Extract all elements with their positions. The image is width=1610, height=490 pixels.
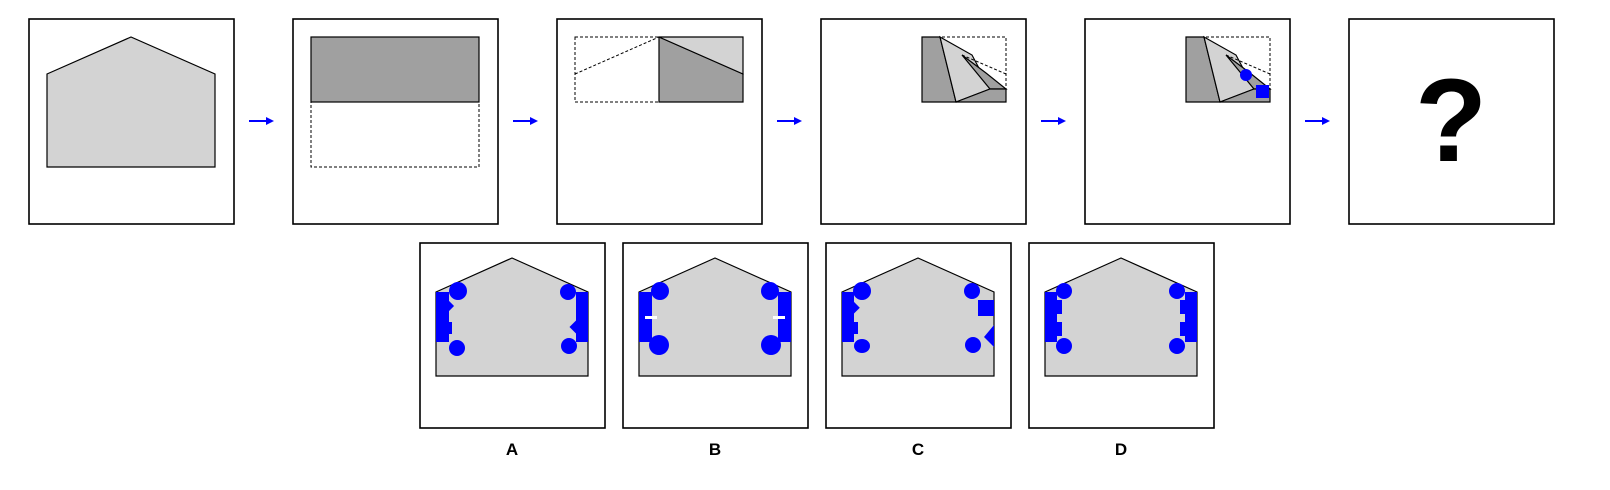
hole	[439, 298, 455, 314]
house-paper	[46, 36, 216, 168]
fold-outline	[310, 101, 480, 168]
option-label: A	[506, 440, 518, 459]
hole	[842, 292, 854, 342]
hole	[651, 282, 669, 300]
punch-hole-circle	[1240, 69, 1252, 81]
arrow-5	[1305, 117, 1330, 125]
hole	[440, 322, 452, 334]
option-label: C	[912, 440, 924, 459]
option-b[interactable]: B	[622, 242, 809, 459]
hole	[978, 300, 994, 316]
hole	[761, 335, 781, 355]
hole	[853, 282, 871, 300]
hole	[561, 338, 577, 354]
hole	[1056, 338, 1072, 354]
hole	[1048, 300, 1062, 314]
hole	[984, 325, 994, 347]
step-1-panel	[28, 18, 235, 225]
hole	[1056, 283, 1072, 299]
punch-hole-square	[1256, 85, 1269, 98]
hole	[964, 283, 980, 299]
hole	[1180, 300, 1194, 314]
hole	[761, 282, 779, 300]
hole	[1169, 283, 1185, 299]
arrow-4	[1041, 117, 1066, 125]
folded-half	[310, 36, 480, 103]
hole	[449, 282, 467, 300]
arrow-3	[777, 117, 802, 125]
hole	[649, 335, 669, 355]
gap	[773, 316, 785, 319]
step-5-panel	[1084, 18, 1291, 225]
hole	[1048, 322, 1062, 336]
hole	[1180, 322, 1194, 336]
step-3-panel	[556, 18, 763, 225]
hole	[844, 299, 860, 316]
step-4-panel	[820, 18, 1027, 225]
arrow-1	[249, 117, 274, 125]
hole	[854, 339, 870, 353]
option-label: B	[709, 440, 721, 459]
step-2-panel	[292, 18, 499, 225]
answer-panel: ?	[1348, 18, 1555, 225]
gap	[645, 316, 657, 319]
hole	[846, 322, 858, 334]
option-c[interactable]: C	[825, 242, 1012, 459]
question-mark: ?	[1415, 55, 1487, 187]
option-d[interactable]: D	[1028, 242, 1215, 459]
hole	[965, 337, 981, 353]
hole	[569, 318, 587, 336]
right-light	[658, 36, 744, 75]
option-a[interactable]: A	[419, 242, 606, 459]
option-label: D	[1115, 440, 1127, 459]
hole	[1169, 338, 1185, 354]
hole	[449, 340, 465, 356]
arrow-2	[513, 117, 538, 125]
hole	[560, 284, 576, 300]
